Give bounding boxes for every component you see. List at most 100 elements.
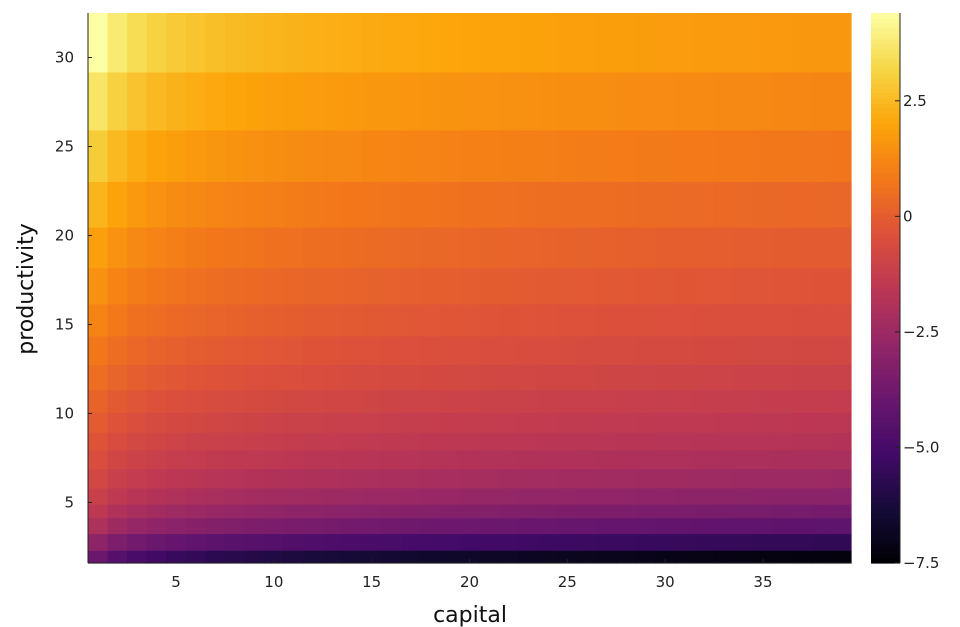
heatmap-cell [381, 71, 402, 131]
heatmap-cell [792, 267, 813, 305]
colorbar-segment [871, 148, 900, 154]
colorbar-segment [871, 183, 900, 189]
heatmap-cell [811, 504, 833, 519]
heatmap-cell [459, 13, 480, 73]
colorbar-segment [871, 298, 900, 304]
heatmap-cell [224, 71, 246, 131]
heatmap-cell [303, 267, 324, 305]
heatmap-cell [440, 267, 461, 305]
heatmap-cell [772, 364, 793, 391]
heatmap-cell [381, 181, 402, 228]
heatmap-cell [831, 432, 852, 451]
heatmap-cell [498, 432, 520, 451]
heatmap-cell [88, 335, 109, 365]
heatmap-cell [518, 129, 539, 182]
heatmap-cell [577, 432, 598, 451]
heatmap-cell [694, 449, 715, 470]
heatmap-cell [772, 129, 793, 182]
heatmap-cell [733, 517, 754, 535]
heatmap-cell [577, 303, 598, 337]
heatmap-cell [616, 13, 637, 73]
heatmap-cell [283, 71, 304, 131]
heatmap-cell [303, 533, 324, 551]
colorbar-segment [871, 263, 900, 269]
heatmap-cell [733, 181, 754, 228]
heatmap-cell [166, 71, 187, 131]
heatmap-cell [753, 227, 774, 269]
heatmap-cell [127, 335, 148, 365]
heatmap-cell [596, 267, 617, 305]
heatmap-cell [792, 227, 813, 269]
heatmap-cell [88, 487, 109, 505]
heatmap-cell [420, 432, 441, 451]
heatmap-cell [205, 487, 226, 505]
colorbar-segment [871, 238, 900, 244]
heatmap-cell [831, 449, 852, 470]
colorbar-segment [871, 253, 900, 259]
colorbar-segment [871, 473, 900, 479]
heatmap-cell [811, 303, 833, 337]
heatmap-cell [224, 303, 246, 337]
heatmap-cell [322, 303, 343, 337]
heatmap-cell [694, 335, 715, 365]
y-tick-label: 30 [55, 48, 74, 66]
heatmap-cell [577, 550, 598, 564]
heatmap-cell [733, 13, 754, 73]
heatmap-cell [342, 533, 363, 551]
heatmap-cell [244, 71, 265, 131]
heatmap-cell [107, 550, 128, 564]
colorbar-segment [871, 203, 900, 209]
heatmap-cell [753, 504, 774, 519]
heatmap-cell [381, 533, 402, 551]
colorbar-tick-label: 2.5 [903, 92, 927, 110]
heatmap-cell [166, 303, 187, 337]
heatmap-cell [694, 71, 715, 131]
heatmap-cell [537, 267, 559, 305]
colorbar-segment [871, 33, 900, 39]
heatmap-cell [224, 13, 246, 73]
colorbar-segment [871, 533, 900, 539]
heatmap-cell [831, 389, 852, 413]
colorbar-tick-label: −5.0 [903, 438, 939, 456]
heatmap-cell [537, 449, 559, 470]
heatmap-cell [733, 303, 754, 337]
heatmap-cell [224, 335, 246, 365]
heatmap-cell [224, 468, 246, 489]
heatmap-cell [557, 227, 578, 269]
heatmap-cell [303, 303, 324, 337]
heatmap-cell [127, 550, 148, 564]
heatmap-cell [127, 487, 148, 505]
colorbar-segment [871, 383, 900, 389]
heatmap-cell [166, 13, 187, 73]
heatmap-cell [88, 449, 109, 470]
heatmap-cell [518, 412, 539, 433]
heatmap-cell [792, 517, 813, 535]
heatmap-cell [577, 364, 598, 391]
heatmap-cell [557, 468, 578, 489]
heatmap-cell [440, 432, 461, 451]
heatmap-cell [401, 181, 422, 228]
colorbar-segment [871, 288, 900, 294]
heatmap-cell [635, 129, 656, 182]
heatmap-cell [811, 550, 833, 564]
heatmap-cell [107, 468, 128, 489]
heatmap-cell [361, 389, 383, 413]
heatmap-cell [772, 181, 793, 228]
heatmap-cell [127, 468, 148, 489]
heatmap-cell [166, 412, 187, 433]
colorbar-segment [871, 38, 900, 44]
heatmap-cell [342, 389, 363, 413]
x-tick-label: 30 [656, 573, 675, 591]
heatmap-cell [88, 303, 109, 337]
colorbar-segment [871, 103, 900, 109]
heatmap-cell [185, 129, 206, 182]
heatmap-cell [674, 267, 696, 305]
heatmap-cell [753, 432, 774, 451]
heatmap-cell [674, 432, 696, 451]
heatmap-cell [205, 533, 226, 551]
heatmap-cell [107, 227, 128, 269]
heatmap-cell [264, 267, 285, 305]
heatmap-cell [283, 504, 304, 519]
heatmap-cell [107, 432, 128, 451]
heatmap-cell [831, 181, 852, 228]
